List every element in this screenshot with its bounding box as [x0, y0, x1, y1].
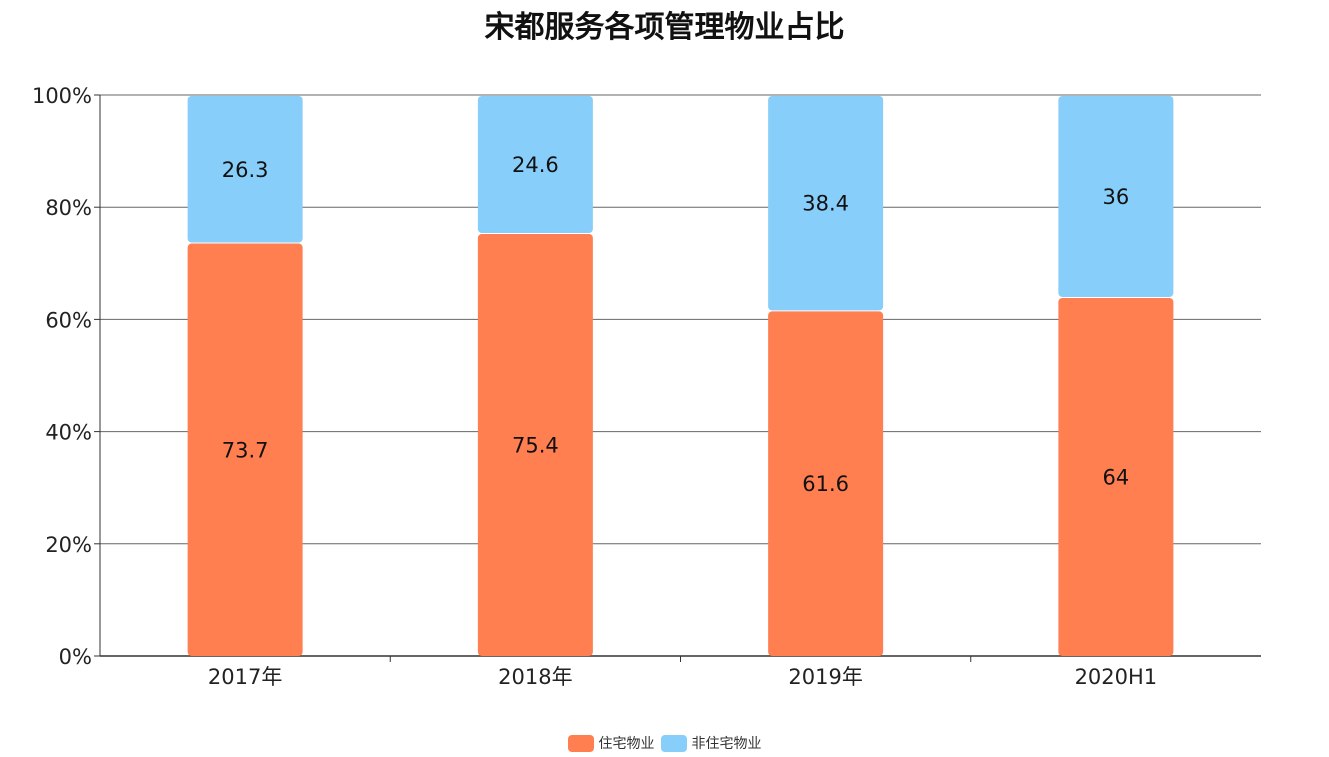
x-tick-label: 2020H1 — [1075, 665, 1158, 689]
legend-label-non-residential: 非住宅物业 — [691, 736, 762, 752]
axes: 0% 20% 40% 60% 80% 100% 2017年 2018年 2019年 2020H1 — [32, 84, 1261, 689]
bar-non-residential[interactable] — [768, 96, 884, 311]
bar-residential[interactable] — [768, 311, 884, 656]
bar-non-residential[interactable] — [477, 96, 593, 234]
bar-residential[interactable] — [477, 234, 593, 657]
data-labels: 73.7 26.3 75.4 24.6 61.6 38.4 64 36 — [222, 153, 1130, 496]
x-tick-label: 2019年 — [788, 665, 862, 689]
data-label: 36 — [1103, 185, 1130, 209]
data-label: 24.6 — [512, 153, 559, 177]
y-tick-label: 20% — [45, 533, 92, 557]
bars — [187, 96, 1174, 657]
legend-label-residential: 住宅物业 — [598, 736, 655, 752]
x-tick-label: 2018年 — [498, 665, 572, 689]
x-tick-label: 2017年 — [208, 665, 282, 689]
y-tick-label: 0% — [59, 645, 92, 669]
y-tick-label: 60% — [45, 308, 92, 332]
y-tick-label: 80% — [45, 196, 92, 220]
legend-swatch-non-residential — [660, 734, 687, 752]
data-label: 64 — [1103, 465, 1130, 489]
bar-non-residential[interactable] — [1058, 96, 1174, 297]
bar-residential[interactable] — [1058, 297, 1174, 656]
legend-item-non-residential[interactable]: 非住宅物业 — [660, 733, 762, 753]
data-label: 73.7 — [222, 438, 269, 462]
legend: 住宅物业 非住宅物业 — [0, 733, 1329, 753]
chart-title: 宋都服务各项管理物业占比 — [484, 10, 845, 45]
data-label: 75.4 — [512, 434, 559, 458]
y-tick-label: 100% — [32, 84, 92, 108]
y-tick-label: 40% — [45, 421, 92, 445]
legend-item-residential[interactable]: 住宅物业 — [567, 733, 655, 753]
bar-non-residential[interactable] — [187, 96, 303, 243]
data-label: 38.4 — [802, 192, 849, 216]
data-label: 61.6 — [802, 472, 849, 496]
data-label: 26.3 — [222, 158, 269, 182]
legend-swatch-residential — [567, 734, 594, 752]
bar-residential[interactable] — [187, 243, 303, 656]
